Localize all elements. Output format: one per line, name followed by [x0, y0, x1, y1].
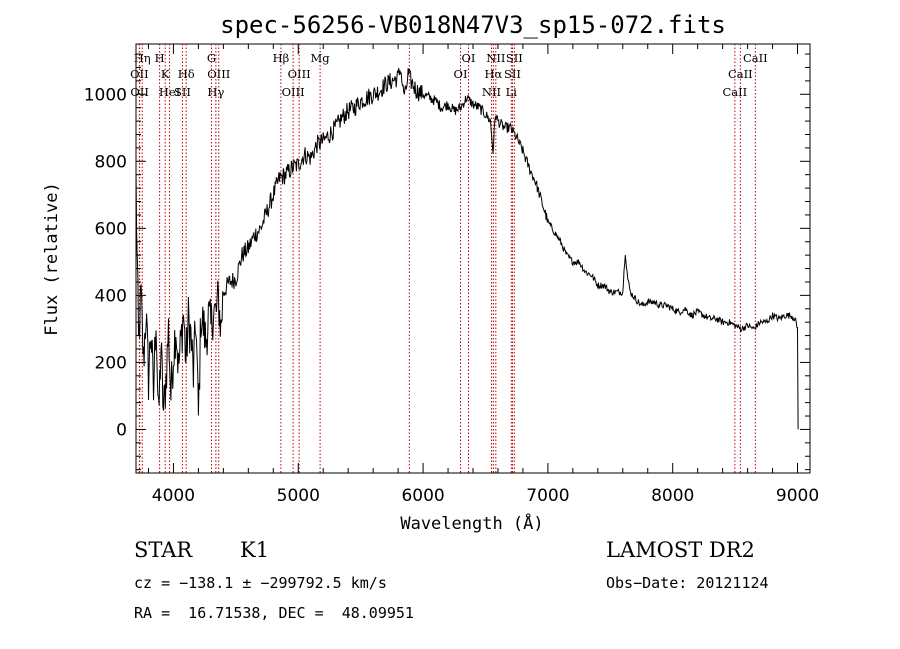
marker-label: OIII — [207, 67, 230, 81]
y-tick-label: 200 — [95, 353, 127, 373]
chart-title: spec-56256-VB018N47V3_sp15-072.fits — [220, 11, 726, 39]
marker-label: CaII — [743, 51, 768, 65]
subclass-label: K1 — [240, 538, 270, 562]
y-axis-label: Flux (relative) — [42, 182, 62, 336]
marker-label: OI — [462, 51, 476, 65]
obs-date-line: Obs−Date: 20121124 — [606, 574, 769, 592]
marker-label: OIII — [288, 67, 311, 81]
marker-label: Hβ — [273, 51, 290, 65]
marker-label: Hγ — [207, 85, 224, 99]
x-tick-label: 7000 — [526, 486, 569, 506]
marker-label: NII — [486, 51, 505, 65]
marker-label: SII — [174, 85, 191, 99]
class-label: STAR — [134, 538, 193, 562]
marker-label: OI — [454, 67, 468, 81]
x-tick-label: 8000 — [651, 486, 694, 506]
y-tick-label: 400 — [95, 286, 127, 306]
survey-label: LAMOST DR2 — [606, 538, 755, 562]
marker-label: Hα — [484, 67, 502, 81]
marker-label: H — [155, 51, 165, 65]
x-tick-label: 5000 — [277, 486, 320, 506]
y-tick-label: 800 — [95, 152, 127, 172]
marker-label: NII — [482, 85, 501, 99]
marker-label: SII — [506, 51, 523, 65]
coordinates-line: RA = 16.71538, DEC = 48.09951 — [134, 604, 414, 622]
y-tick-label: 600 — [95, 219, 127, 239]
marker-label: OII — [130, 67, 149, 81]
marker-label: HeI — [159, 85, 180, 99]
x-tick-label: 4000 — [152, 486, 195, 506]
y-axis-ticks: 0 200 400 600 800 1000 — [84, 53, 810, 471]
marker-label: Hη — [134, 51, 151, 65]
marker-label: OII — [130, 85, 149, 99]
x-tick-label: 9000 — [776, 486, 819, 506]
marker-label: K — [161, 67, 170, 81]
x-axis-label: Wavelength (Å) — [400, 512, 543, 534]
marker-label: Li — [506, 85, 518, 99]
x-axis-ticks: 4000 5000 6000 7000 8000 9000 — [147, 44, 819, 506]
marker-label: OIII — [282, 85, 305, 99]
marker-label: SII — [504, 67, 521, 81]
y-tick-label: 1000 — [84, 85, 127, 105]
marker-label: G — [207, 51, 216, 65]
spectrum-line — [135, 68, 799, 430]
x-tick-label: 6000 — [401, 486, 444, 506]
emission-line-markers — [138, 44, 756, 473]
marker-label: Mg — [311, 51, 331, 65]
redshift-line: cz = −138.1 ± −299792.5 km/s — [134, 574, 387, 592]
plot-frame — [135, 43, 811, 474]
marker-label: CaII — [722, 85, 747, 99]
marker-label: Hδ — [178, 67, 195, 81]
y-tick-label: 0 — [116, 420, 127, 440]
marker-label: CaII — [728, 67, 753, 81]
